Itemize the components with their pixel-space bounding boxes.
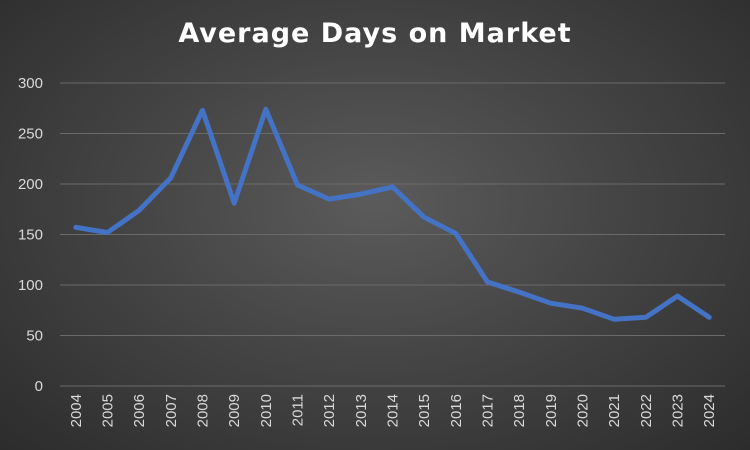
x-tick-label: 2017 — [480, 394, 497, 427]
x-tick-label: 2015 — [416, 394, 433, 427]
x-tick-label: 2022 — [638, 394, 655, 427]
x-tick-label: 2021 — [606, 394, 623, 427]
chart-title: Average Days on Market — [178, 18, 572, 49]
x-tick-label: 2020 — [575, 394, 592, 427]
y-tick-label: 200 — [18, 176, 43, 193]
x-tick-label: 2016 — [448, 394, 465, 427]
y-tick-label: 300 — [18, 75, 43, 92]
x-tick-label: 2004 — [68, 394, 85, 427]
x-tick-label: 2019 — [543, 394, 560, 427]
y-tick-label: 100 — [18, 277, 43, 294]
y-tick-label: 0 — [35, 378, 43, 395]
x-tick-label: 2006 — [131, 394, 148, 427]
x-tick-label: 2012 — [321, 394, 338, 427]
x-tick-label: 2011 — [290, 394, 307, 426]
x-tick-label: 2018 — [511, 394, 528, 427]
y-tick-label: 150 — [18, 227, 43, 244]
x-tick-label: 2005 — [100, 394, 117, 427]
x-tick-label: 2014 — [385, 394, 402, 427]
x-tick-label: 2023 — [670, 394, 687, 427]
x-tick-label: 2008 — [195, 394, 212, 427]
y-tick-label: 250 — [18, 126, 43, 143]
x-tick-label: 2024 — [701, 394, 718, 427]
x-tick-label: 2007 — [163, 394, 180, 427]
x-tick-label: 2013 — [353, 394, 370, 427]
x-tick-label: 2009 — [226, 394, 243, 427]
y-tick-label: 50 — [26, 328, 43, 345]
series-line — [73, 106, 712, 322]
x-tick-label: 2010 — [258, 394, 275, 427]
